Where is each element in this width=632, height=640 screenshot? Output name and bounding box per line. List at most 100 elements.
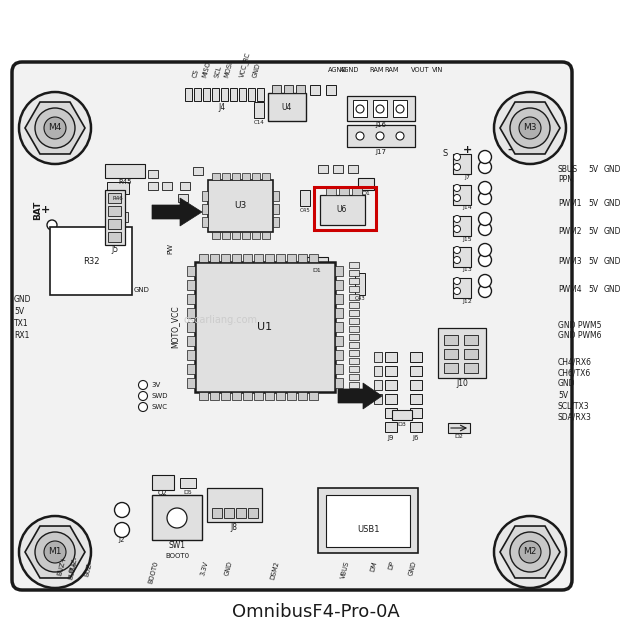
Bar [320,195,365,225]
Bar [236,508,246,518]
Text: 3.3V: 3.3V [200,560,210,576]
Text: D1: D1 [313,269,322,273]
Text: VCC_RC: VCC_RC [238,51,252,78]
Bar [453,154,471,174]
Text: 5V: 5V [14,307,24,317]
Bar [335,350,343,360]
Text: DSM2: DSM2 [270,560,281,580]
Bar [348,165,358,173]
Circle shape [478,182,492,195]
Bar [335,378,343,388]
Text: M1: M1 [48,547,62,557]
Text: J17: J17 [375,149,387,155]
Text: 5V: 5V [588,198,598,207]
Text: PWM1: PWM1 [558,198,581,207]
Bar [298,254,307,262]
Bar [353,100,367,117]
Circle shape [138,381,147,390]
Bar [252,173,260,180]
Text: GND: GND [604,285,621,294]
Text: SWC: SWC [151,404,167,410]
Text: Q2: Q2 [158,490,168,496]
Bar [298,392,307,400]
Circle shape [454,257,461,264]
Bar [187,378,195,388]
Text: MISO: MISO [202,60,212,78]
Text: GND: GND [604,257,621,266]
Bar [306,257,328,267]
Bar [187,364,195,374]
Bar [347,125,415,147]
Bar [335,308,343,318]
Circle shape [494,92,566,164]
Text: J15: J15 [462,237,472,241]
Bar [349,262,359,268]
Text: PWM3: PWM3 [558,257,581,266]
Bar [349,326,359,332]
Bar [272,85,281,93]
Text: PPM: PPM [558,175,574,184]
Bar [248,88,255,101]
Circle shape [454,246,461,253]
Bar [349,278,359,284]
Text: GND: GND [604,227,621,237]
Bar [309,254,318,262]
Circle shape [510,532,550,572]
Bar [252,232,260,239]
Circle shape [494,516,566,588]
Circle shape [138,392,147,401]
Bar [385,394,397,404]
Text: 5V: 5V [588,257,598,266]
Bar [152,495,202,540]
Bar [187,322,195,332]
Circle shape [19,92,91,164]
Text: J8: J8 [231,522,238,531]
Bar [210,254,219,262]
Text: USB1: USB1 [356,525,379,534]
Circle shape [454,216,461,223]
Bar [318,165,328,173]
Text: SBUS: SBUS [558,164,578,173]
Bar [296,85,305,93]
Circle shape [376,105,384,113]
Bar [410,352,422,362]
Bar [232,254,241,262]
Text: U6: U6 [337,205,347,214]
Text: GND: GND [604,198,621,207]
Bar [254,392,263,400]
Text: C45: C45 [300,207,310,212]
Text: DM: DM [370,560,379,572]
Text: S: S [442,148,447,157]
Bar [392,410,412,420]
Bar [239,88,246,101]
Circle shape [454,195,461,202]
Text: C14: C14 [253,120,264,125]
Text: GND: GND [134,287,150,293]
Text: PWM4: PWM4 [558,285,581,294]
Bar [349,358,359,364]
Bar [243,392,252,400]
Bar [444,363,458,373]
Text: BOOT0: BOOT0 [148,560,160,584]
Circle shape [396,105,404,113]
Text: +: + [41,205,51,215]
Bar [349,302,359,308]
Text: U3: U3 [234,202,246,211]
Text: RX1: RX1 [14,332,29,340]
Bar [333,165,343,173]
Bar [448,423,470,433]
Bar [464,363,478,373]
Circle shape [478,223,492,236]
Bar [221,392,230,400]
Bar [112,212,128,222]
Text: CH4/RX6: CH4/RX6 [558,358,592,367]
Bar [410,366,422,376]
Bar [349,318,359,324]
Circle shape [454,163,461,170]
Text: J13: J13 [462,268,472,273]
Bar [453,278,471,298]
Text: SWD: SWD [151,393,167,399]
Bar [335,266,343,276]
Text: PW: PW [167,243,173,253]
Bar [373,100,387,117]
